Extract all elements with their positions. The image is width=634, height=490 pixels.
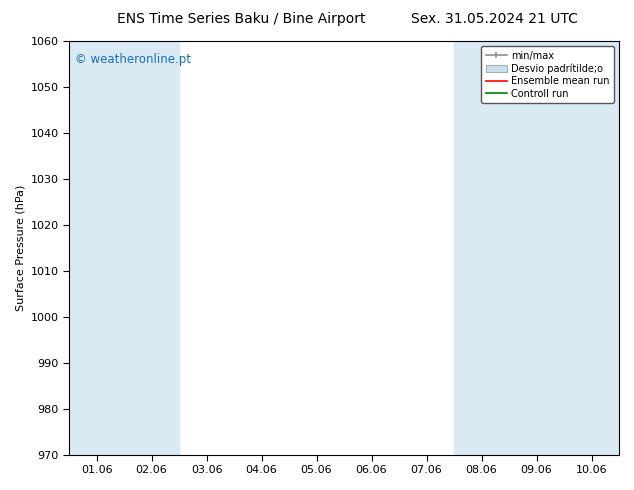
Text: ENS Time Series Baku / Bine Airport: ENS Time Series Baku / Bine Airport <box>117 12 365 26</box>
Text: © weatheronline.pt: © weatheronline.pt <box>75 53 191 67</box>
Y-axis label: Surface Pressure (hPa): Surface Pressure (hPa) <box>15 185 25 311</box>
Bar <box>69 41 124 455</box>
Bar <box>454 41 509 455</box>
Bar <box>124 41 179 455</box>
Bar <box>564 41 619 455</box>
Legend: min/max, Desvio padrítilde;o, Ensemble mean run, Controll run: min/max, Desvio padrítilde;o, Ensemble m… <box>481 46 614 103</box>
Text: Sex. 31.05.2024 21 UTC: Sex. 31.05.2024 21 UTC <box>411 12 578 26</box>
Bar <box>509 41 564 455</box>
